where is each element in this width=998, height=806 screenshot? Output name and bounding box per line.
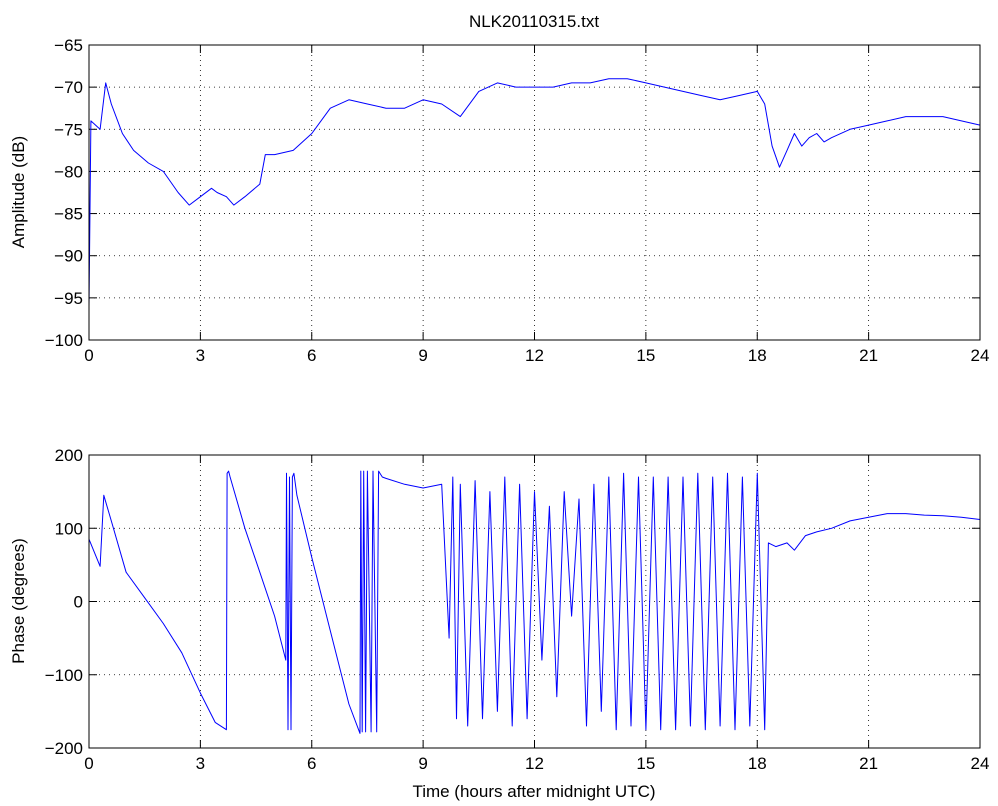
amplitude-x-tick-label: 0 <box>84 346 93 365</box>
phase-series <box>88 470 981 734</box>
amplitude-y-tick-label: −65 <box>54 36 83 55</box>
amplitude-y-tick-label: −70 <box>54 78 83 97</box>
amplitude-grid <box>89 45 980 340</box>
phase-panel: 0 3 6 9 12 15 18 21 24 −200 −100 0 100 200 Phase (deg… <box>9 446 989 801</box>
amplitude-x-tick-label: 3 <box>196 346 205 365</box>
phase-y-axis-label: Phase (degrees) <box>9 538 28 664</box>
amplitude-panel: NLK20110315.txt 0 3 6 9 12 15 18 21 24 −100 −95 −90… <box>9 12 989 365</box>
amplitude-y-tick-label: −85 <box>54 205 83 224</box>
phase-x-tick-label: 9 <box>418 754 427 773</box>
phase-x-tick-label: 21 <box>859 754 878 773</box>
phase-y-tick-label: −200 <box>45 739 83 758</box>
amplitude-y-tick-label: −75 <box>54 120 83 139</box>
phase-plot-frame <box>88 454 981 749</box>
phase-y-tick-label: −100 <box>45 666 83 685</box>
phase-grid <box>89 455 980 748</box>
phase-x-tick-label: 0 <box>84 754 93 773</box>
phase-y-tick-label: 0 <box>74 593 83 612</box>
phase-y-tick-label: 100 <box>55 519 83 538</box>
amplitude-x-tick-label: 24 <box>971 346 990 365</box>
phase-x-tick-label: 3 <box>196 754 205 773</box>
phase-x-tick-label: 24 <box>971 754 990 773</box>
amplitude-plot-frame <box>88 44 981 341</box>
phase-x-tick-label: 15 <box>636 754 655 773</box>
amplitude-x-tick-label: 6 <box>307 346 316 365</box>
amplitude-line <box>88 78 981 307</box>
amplitude-y-tick-label: −90 <box>54 247 83 266</box>
amplitude-y-tick-label: −100 <box>45 331 83 350</box>
phase-x-tick-label: 6 <box>307 754 316 773</box>
chart-title: NLK20110315.txt <box>469 12 599 31</box>
phase-line <box>88 470 981 734</box>
amplitude-series <box>88 78 981 307</box>
amplitude-x-tick-label: 12 <box>525 346 544 365</box>
amplitude-y-axis-label: Amplitude (dB) <box>9 136 28 248</box>
amplitude-y-tick-label: −95 <box>54 289 83 308</box>
x-axis-label: Time (hours after midnight UTC) <box>412 782 655 801</box>
phase-y-tick-label: 200 <box>55 446 83 465</box>
phase-x-tick-label: 12 <box>525 754 544 773</box>
phase-x-tick-label: 18 <box>748 754 767 773</box>
phase-ticks: 0 3 6 9 12 15 18 21 24 −200 −100 0 100 200 <box>45 446 990 773</box>
amplitude-x-tick-label: 21 <box>859 346 878 365</box>
amplitude-x-tick-label: 9 <box>418 346 427 365</box>
amplitude-y-tick-label: −80 <box>54 162 83 181</box>
amplitude-ticks: 0 3 6 9 12 15 18 21 24 −100 −95 −90 −85 −80 −75 −70 −65 <box>45 36 990 365</box>
amplitude-x-tick-label: 18 <box>748 346 767 365</box>
amplitude-x-tick-label: 15 <box>636 346 655 365</box>
